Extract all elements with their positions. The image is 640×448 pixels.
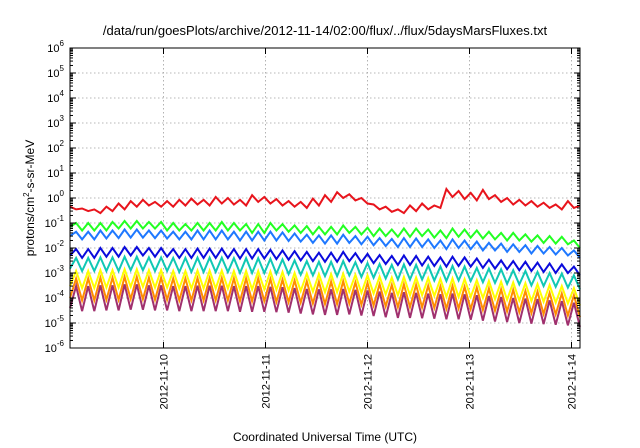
y-tick-label-exp: -6 (57, 339, 65, 348)
y-tick-label: 103 (47, 114, 64, 130)
y-tick-label-base: 10 (47, 193, 59, 205)
series-line (69, 266, 581, 307)
y-tick-label: 106 (47, 39, 64, 55)
y-tick-label-exp: -3 (57, 264, 65, 273)
y-tick-label-base: 10 (45, 218, 57, 230)
y-tick-label-exp: 1 (60, 164, 65, 173)
y-tick-label-base: 10 (45, 243, 57, 255)
y-tick-label-exp: 0 (60, 189, 65, 198)
series-line (69, 227, 581, 259)
y-tick-label-base: 10 (45, 293, 57, 305)
y-tick-label-base: 10 (45, 343, 57, 355)
y-tick-label: 105 (47, 64, 64, 80)
series-line (69, 282, 581, 328)
y-tick-label-base: 10 (47, 43, 59, 55)
y-tick-label-base: 10 (47, 68, 59, 80)
y-tick-label-exp: -2 (57, 239, 65, 248)
chart-title: /data/run/goesPlots/archive/2012-11-14/0… (103, 23, 548, 38)
y-tick-label-exp: -4 (57, 289, 65, 298)
y-tick-label-exp: 2 (60, 139, 65, 148)
y-tick-label-base: 10 (45, 318, 57, 330)
y-tick-label: 10-2 (45, 239, 65, 255)
series-line (69, 254, 581, 290)
y-tick-label: 102 (47, 139, 64, 155)
x-tick-label: 2012-11-11 (261, 354, 273, 409)
y-tick-label-base: 10 (47, 118, 59, 130)
y-tick-label-exp: -5 (57, 314, 65, 323)
y-axis-label-base: protons/cm (23, 197, 37, 256)
y-tick-label: 10-6 (45, 339, 65, 355)
y-tick-label-base: 10 (45, 268, 57, 280)
y-tick-label: 104 (47, 89, 64, 105)
y-tick-label: 10-1 (45, 214, 65, 230)
series-line (69, 273, 581, 320)
y-tick-label-exp: 3 (60, 114, 65, 123)
x-axis-label: Coordinated Universal Time (UTC) (233, 430, 417, 444)
y-tick-label: 10-3 (45, 264, 65, 280)
x-tick-label: 2012-11-10 (159, 354, 171, 409)
x-tick-label: 2012-11-14 (567, 354, 579, 409)
y-tick-label: 10-5 (45, 314, 65, 330)
y-tick-label-base: 10 (47, 168, 59, 180)
series-line (69, 186, 581, 215)
y-tick-label-exp: 5 (60, 64, 65, 73)
y-axis-label: protons/cm2-s-sr-MeV (22, 140, 37, 256)
y-tick-label-exp: 6 (60, 39, 65, 48)
y-tick-label-exp: -1 (57, 214, 65, 223)
x-tick-label: 2012-11-13 (465, 354, 477, 409)
y-tick-label: 10-4 (45, 289, 65, 305)
y-tick-label: 100 (47, 189, 64, 205)
y-tick-label-base: 10 (47, 93, 59, 105)
series-line (69, 245, 581, 276)
series-line (69, 219, 581, 249)
x-tick-label: 2012-11-12 (363, 354, 375, 409)
y-axis-label-rest: -s-sr-MeV (23, 140, 37, 193)
y-tick-label-exp: 4 (60, 89, 65, 98)
y-tick-label-base: 10 (47, 143, 59, 155)
series-group (69, 186, 581, 328)
y-axis-label-sup: 2 (22, 192, 31, 197)
y-tick-label: 101 (47, 164, 64, 180)
axes: 10-610-510-410-310-210-11001011021031041… (45, 39, 580, 409)
